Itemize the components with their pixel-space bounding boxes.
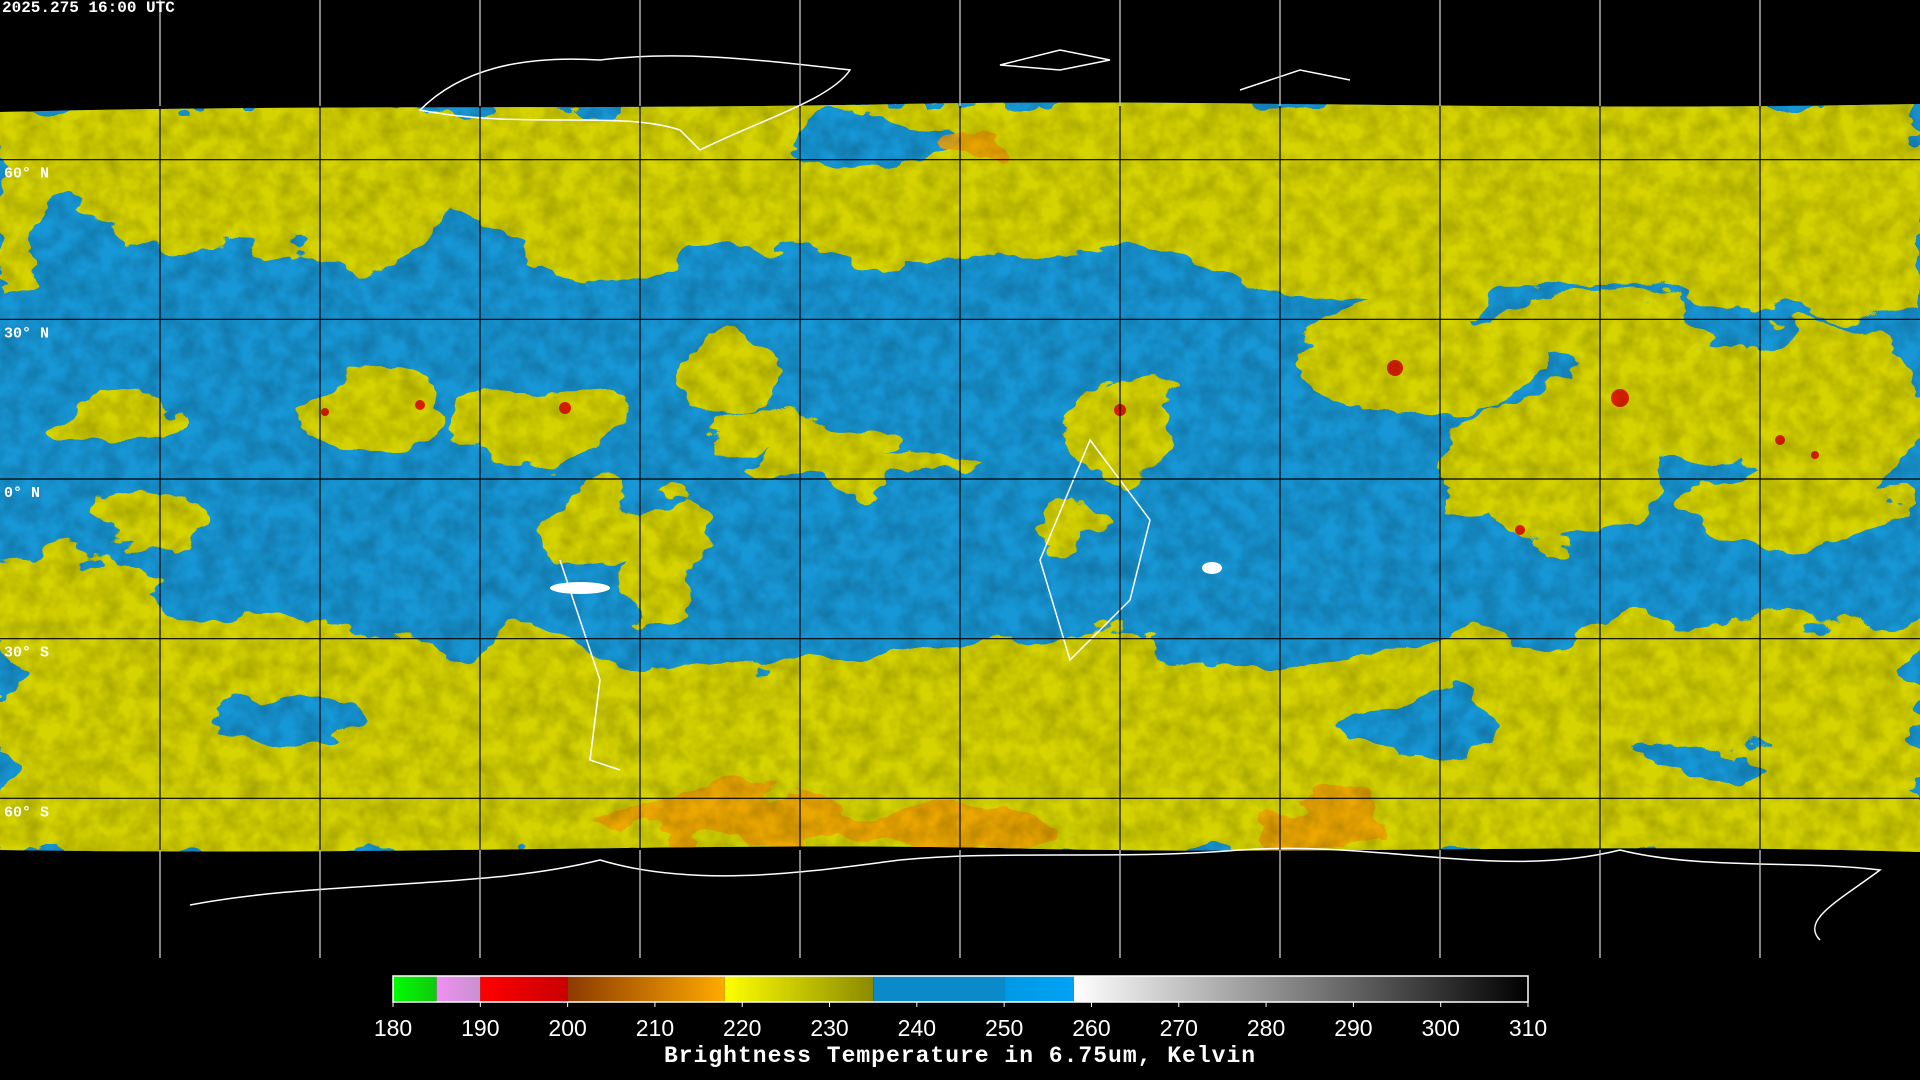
colorbar-segment (1004, 976, 1074, 1002)
colorbar-tick-label: 300 (1422, 1015, 1460, 1041)
colorbar-segment (436, 976, 481, 1002)
latitude-label: 30° N (4, 325, 49, 342)
colorbar-tick-label: 260 (1072, 1015, 1110, 1041)
colorbar-segment (873, 976, 1005, 1002)
latitude-label: 30° S (4, 645, 49, 662)
colorbar-tick-label: 210 (636, 1015, 674, 1041)
colorbar-tick-label: 240 (898, 1015, 936, 1041)
timestamp: 2025.275 16:00 UTC (2, 0, 175, 17)
colorbar-segment (393, 976, 437, 1002)
colorbar-tick-label: 200 (548, 1015, 586, 1041)
colorbar-title: Brightness Temperature in 6.75um, Kelvin (664, 1043, 1256, 1069)
colorbar-tick-label: 280 (1247, 1015, 1285, 1041)
colorbar-segment (567, 976, 725, 1002)
colorbar-segment (724, 976, 874, 1002)
coastlines (189, 49, 1882, 941)
colorbar-segment (1074, 976, 1528, 1002)
cold-highlands (550, 562, 1222, 594)
latitude-label: 0° N (4, 485, 40, 502)
colorbar-segment (480, 976, 568, 1002)
colorbar-tick-label: 270 (1160, 1015, 1198, 1041)
colorbar-frame (392, 975, 1529, 1003)
colorbar-tick-label: 190 (461, 1015, 499, 1041)
colorbar-tick-label: 230 (810, 1015, 848, 1041)
colorbar-tick-label: 250 (985, 1015, 1023, 1041)
latitude-label: 60° S (4, 804, 49, 821)
latitude-label: 60° N (4, 166, 49, 183)
colorbar-tick-label: 220 (723, 1015, 761, 1041)
graticule (0, 0, 1920, 958)
colorbar-tick-label: 180 (374, 1015, 412, 1041)
colorbar-tick-label: 310 (1509, 1015, 1547, 1041)
colorbar-tick-label: 290 (1334, 1015, 1372, 1041)
